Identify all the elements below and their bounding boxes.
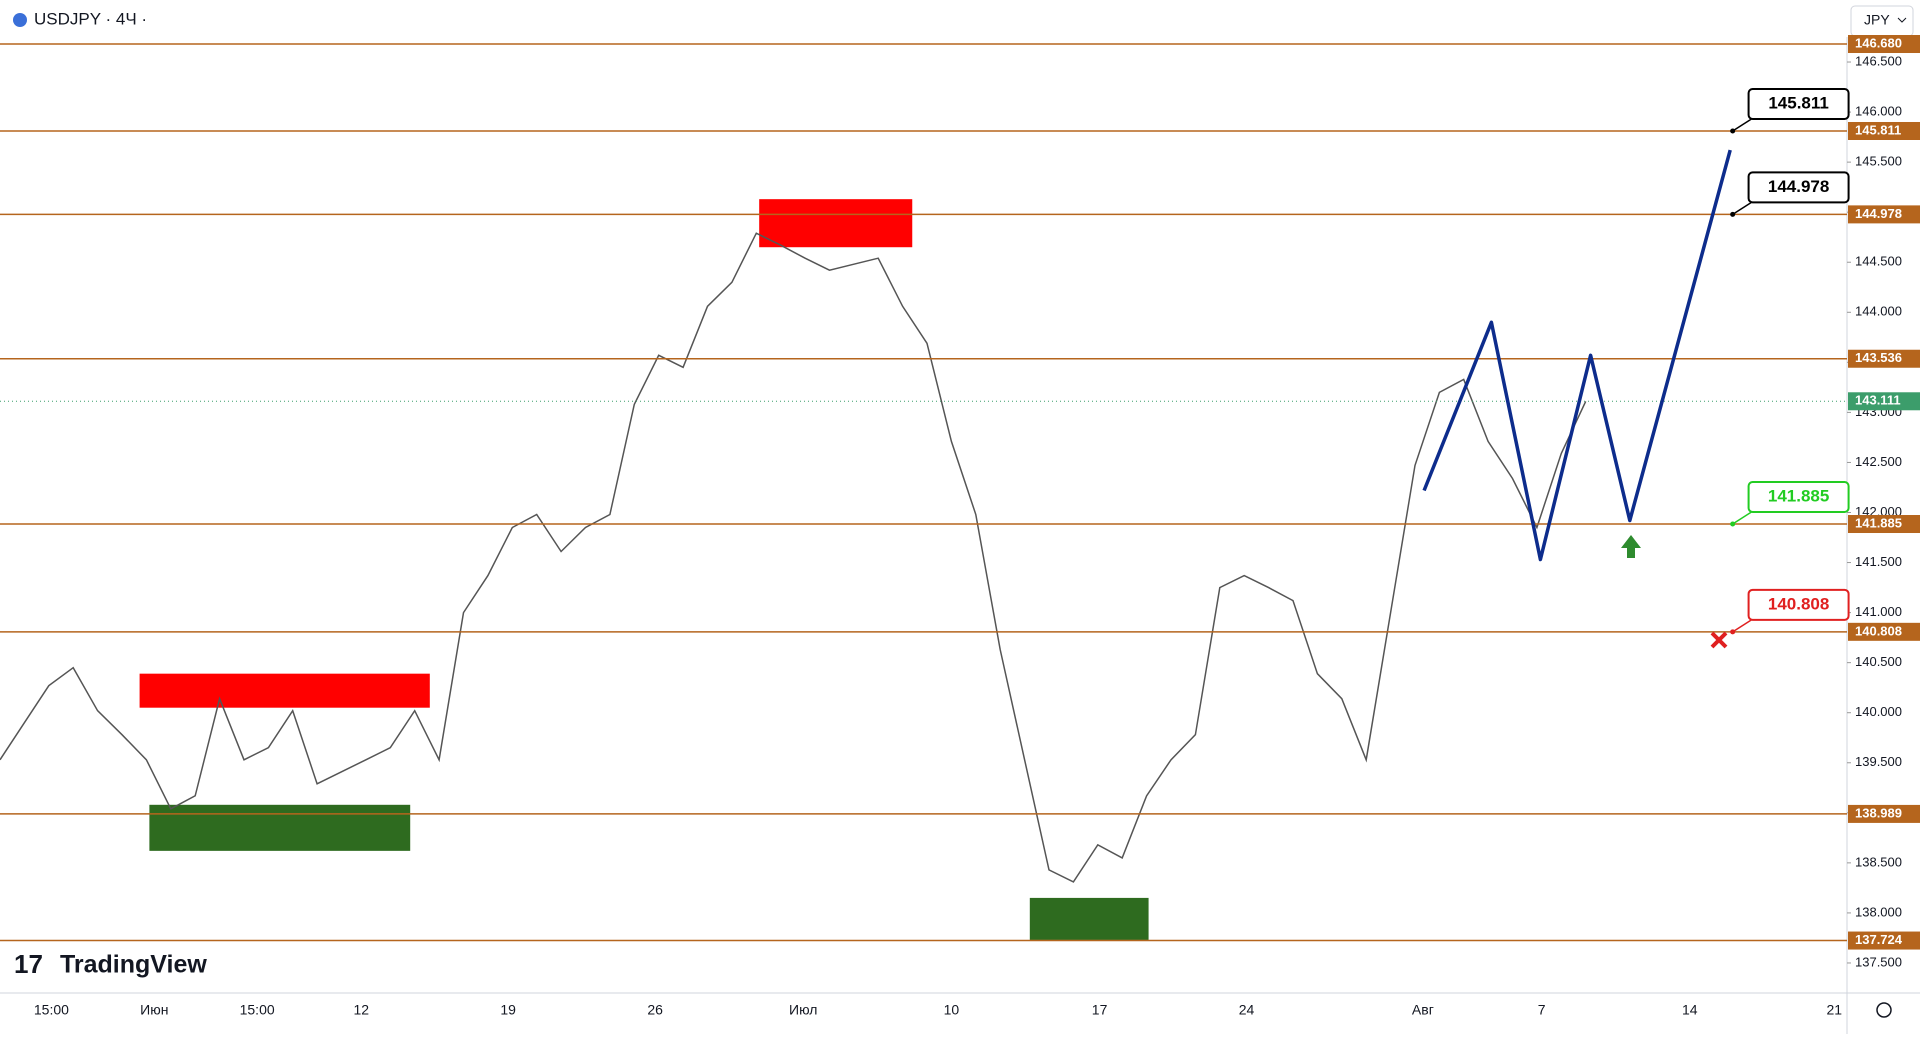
y-tick-label: 138.000 [1855,904,1902,919]
y-tick-label: 139.500 [1855,754,1902,769]
level-label: 141.885 [1855,515,1902,530]
x-tick-label: 7 [1538,1002,1546,1018]
annotation-label: 140.808 [1768,594,1829,613]
x-tick-label: 24 [1239,1002,1255,1018]
zone [759,199,913,248]
level-badge [1848,931,1920,950]
level-label: 137.724 [1855,932,1903,947]
price-line [0,232,1587,883]
x-tick-label: 14 [1682,1002,1698,1018]
logo-mark: 17 [14,949,43,979]
level-badge [1848,515,1920,534]
annotation-label: 144.978 [1768,177,1829,196]
y-tick-label: 146.000 [1855,104,1902,119]
x-tick-label: Июл [789,1002,817,1018]
annotation-label: 145.811 [1768,93,1829,112]
current-price-badge [1848,392,1920,411]
currency-label: JPY [1864,12,1890,28]
zone [149,804,411,851]
annotation-box [1747,481,1850,514]
level-label: 144.978 [1855,206,1902,221]
projection-path [1422,149,1732,562]
y-tick-label: 145.500 [1855,154,1902,169]
stop-mark [1710,631,1728,649]
brand-name: TradingView [60,951,207,979]
x-tick-label: Июн [140,1002,168,1018]
plot: 137.500138.000138.500139.000139.500140.0… [0,35,1920,1018]
level-badge [1848,804,1920,823]
level-badge [1848,205,1920,224]
x-tick-label: 26 [647,1002,663,1018]
y-tick-label: 144.500 [1855,254,1902,269]
zone [139,673,430,708]
current-price-label: 143.111 [1855,393,1901,408]
y-tick-label: 140.000 [1855,704,1902,719]
annotation-box [1747,87,1850,120]
level-label: 138.989 [1855,805,1902,820]
x-tick-label: Авг [1412,1002,1434,1018]
level-label: 140.808 [1855,623,1902,638]
dropdown-caret [1897,17,1907,23]
y-tick-label: 140.500 [1855,654,1902,669]
x-tick-label: 21 [1827,1002,1843,1018]
y-tick-label: 137.500 [1855,954,1902,969]
y-tick-label: 138.500 [1855,854,1902,869]
settings-icon[interactable] [1876,1002,1892,1018]
logo[interactable]: 17 TradingView [14,949,207,979]
x-tick-label: 19 [500,1002,516,1018]
y-tick-label: 141.000 [1855,604,1902,619]
annotation-box [1747,171,1850,204]
x-tick-label: 12 [353,1002,369,1018]
level-badge [1848,35,1920,54]
buy-arrow [1621,535,1641,558]
y-tick-label: 141.500 [1855,554,1902,569]
level-badge [1848,622,1920,641]
x-tick-label: 10 [944,1002,960,1018]
zone [1029,897,1149,940]
level-badge [1848,349,1920,368]
level-label: 145.811 [1855,122,1901,137]
x-tick-label: 15:00 [240,1002,275,1018]
level-label: 146.680 [1855,35,1902,50]
flag-icon [13,13,27,27]
x-tick-label: 15:00 [34,1002,69,1018]
annotation-box [1747,588,1850,621]
symbol-title[interactable]: USDJPY · 4Ч · [34,9,147,28]
level-badge [1848,121,1920,140]
y-tick-label: 142.500 [1855,454,1902,469]
level-label: 143.536 [1855,350,1902,365]
x-tick-label: 17 [1092,1002,1108,1018]
annotation-label: 141.885 [1768,486,1829,505]
y-tick-label: 146.500 [1855,53,1902,68]
y-tick-label: 144.000 [1855,304,1902,319]
